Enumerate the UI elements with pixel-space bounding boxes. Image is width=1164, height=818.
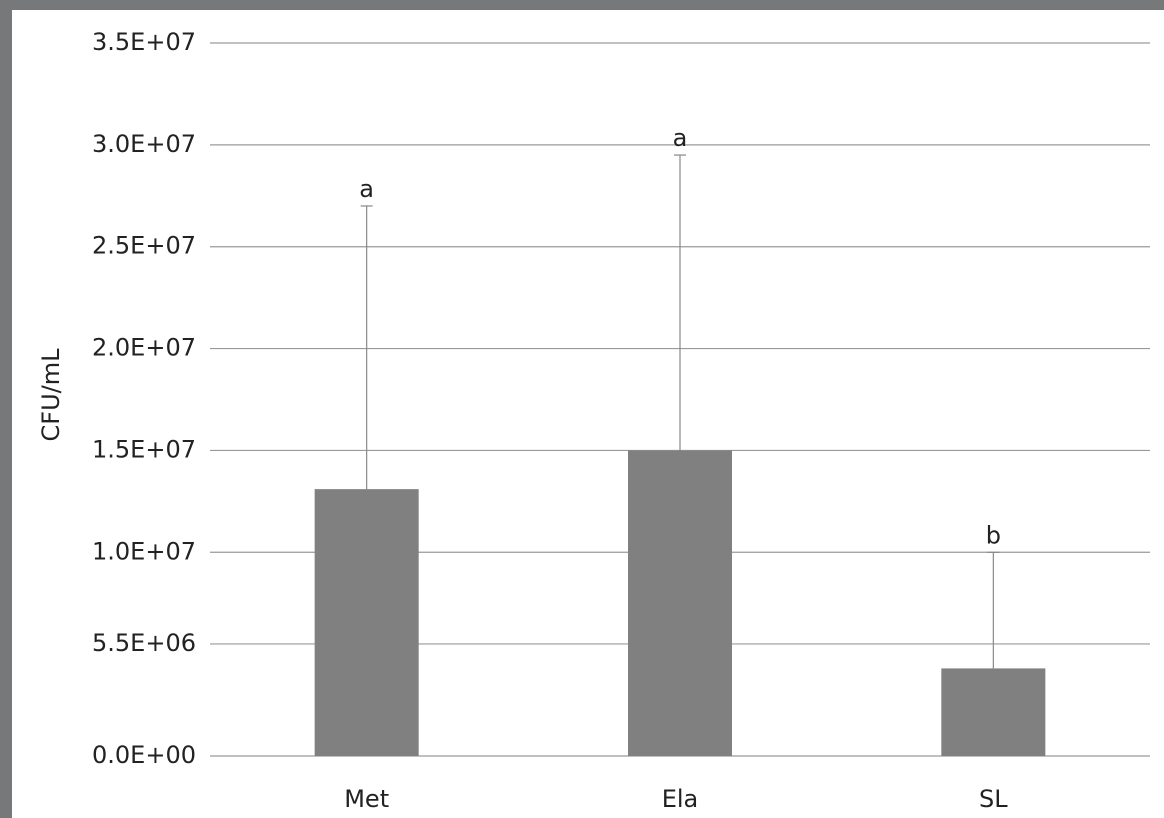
y-tick-label: 0.0E+00 <box>92 741 196 769</box>
x-tick-label: Met <box>344 785 389 813</box>
x-tick-label: SL <box>979 785 1008 813</box>
y-tick-label: 5.5E+06 <box>92 629 196 657</box>
bar <box>314 489 419 756</box>
annotation: a <box>673 124 688 152</box>
annotation: b <box>986 521 1001 549</box>
bar <box>627 450 733 756</box>
y-tick-label: 3.5E+07 <box>92 28 196 56</box>
y-tick-label: 2.5E+07 <box>92 232 196 260</box>
x-tick-label: Ela <box>662 785 699 813</box>
bar <box>941 668 1046 756</box>
y-tick-label: 2.0E+07 <box>92 334 196 362</box>
y-tick-label: 1.0E+07 <box>92 537 196 565</box>
y-tick-label: 3.0E+07 <box>92 130 196 158</box>
annotation: a <box>359 175 374 203</box>
y-tick-label: 1.5E+07 <box>92 435 196 463</box>
y-axis-label: CFU/mL <box>37 348 65 442</box>
